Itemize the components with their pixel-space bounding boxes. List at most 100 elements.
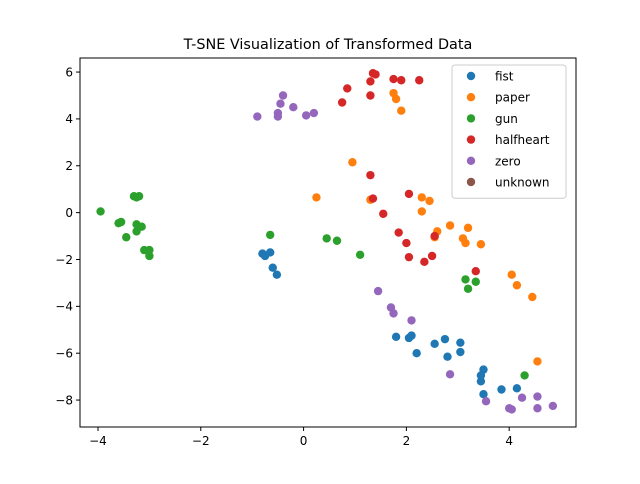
- point-paper-17: [512, 281, 522, 290]
- point-paper-11: [445, 221, 455, 230]
- y-tick-label: −4: [55, 300, 73, 314]
- legend-label-zero: zero: [495, 154, 521, 168]
- x-tick-label: 0: [300, 434, 308, 448]
- point-paper-19: [533, 357, 542, 366]
- point-zero-4: [278, 91, 288, 100]
- point-halfheart-7: [397, 76, 406, 85]
- legend-label-gun: gun: [495, 112, 518, 126]
- point-zero-6: [301, 111, 311, 120]
- point-gun-12: [145, 245, 154, 255]
- chart-title: T-SNE Visualization of Transformed Data: [183, 37, 473, 53]
- point-zero-2: [273, 108, 283, 118]
- point-halfheart-0: [337, 98, 347, 107]
- point-zero-15: [507, 405, 516, 414]
- point-zero-12: [445, 370, 455, 379]
- point-gun-19: [471, 277, 480, 286]
- point-fist-9: [430, 339, 439, 349]
- point-paper-5: [397, 106, 406, 115]
- point-halfheart-18: [430, 231, 439, 241]
- legend-label-paper: paper: [495, 91, 530, 105]
- point-zero-18: [533, 404, 542, 413]
- x-tick-label: −2: [192, 434, 210, 448]
- point-halfheart-5: [371, 70, 380, 79]
- legend: fist paper gun halfheart zero unknown: [451, 64, 567, 199]
- x-axis: −4 −2 0 2 4: [89, 427, 513, 448]
- point-gun-18: [463, 284, 473, 293]
- legend-marker-zero: [466, 156, 476, 165]
- point-paper-7: [417, 193, 426, 202]
- point-fist-11: [443, 352, 452, 361]
- point-gun-15: [332, 236, 342, 245]
- points-layer: [96, 69, 558, 414]
- x-tick-label: 2: [403, 434, 411, 448]
- point-gun-20: [520, 371, 529, 380]
- point-zero-3: [276, 99, 285, 108]
- point-gun-14: [322, 234, 331, 243]
- point-zero-0: [253, 112, 262, 121]
- point-gun-2: [116, 217, 126, 227]
- point-halfheart-12: [394, 228, 403, 237]
- point-gun-6: [134, 192, 144, 201]
- point-zero-5: [289, 103, 298, 112]
- point-gun-9: [137, 222, 146, 231]
- point-fist-13: [456, 347, 465, 357]
- point-zero-13: [481, 397, 491, 406]
- y-tick-label: 4: [65, 112, 73, 126]
- point-fist-2: [265, 248, 275, 257]
- point-paper-14: [463, 223, 473, 233]
- plot-frame: [79, 57, 577, 428]
- point-halfheart-8: [415, 76, 424, 85]
- point-fist-14: [476, 377, 486, 386]
- point-fist-4: [272, 270, 282, 279]
- point-zero-16: [517, 393, 527, 402]
- point-fist-10: [440, 334, 450, 344]
- y-tick-label: 0: [65, 206, 73, 220]
- point-gun-17: [461, 275, 470, 284]
- x-tick-label: −4: [89, 434, 107, 448]
- y-tick-label: −8: [55, 393, 73, 407]
- point-halfheart-1: [343, 84, 352, 93]
- point-halfheart-3: [366, 91, 375, 100]
- y-tick-label: 2: [65, 159, 73, 173]
- point-paper-1: [348, 158, 357, 167]
- point-fist-7: [407, 331, 416, 340]
- point-zero-17: [533, 392, 542, 401]
- point-halfheart-9: [366, 170, 375, 180]
- point-gun-16: [355, 250, 365, 259]
- point-halfheart-14: [404, 189, 414, 199]
- point-zero-7: [309, 108, 319, 118]
- point-fist-12: [456, 338, 465, 347]
- legend-marker-paper: [466, 93, 476, 102]
- legend-marker-gun: [466, 114, 476, 123]
- point-fist-18: [497, 385, 506, 394]
- point-paper-6: [417, 207, 426, 216]
- y-axis: −8 −6 −4 −2 0 2 4 6: [55, 65, 80, 407]
- point-fist-5: [391, 332, 401, 341]
- point-halfheart-16: [420, 257, 429, 267]
- point-gun-0: [96, 207, 105, 216]
- point-fist-19: [512, 384, 522, 393]
- point-fist-17: [479, 390, 488, 399]
- y-tick-label: −2: [55, 253, 73, 267]
- legend-label-unknown: unknown: [495, 176, 550, 190]
- point-gun-3: [122, 233, 131, 242]
- point-fist-8: [412, 349, 421, 358]
- point-halfheart-10: [368, 194, 378, 203]
- point-fist-3: [268, 263, 277, 272]
- point-fist-16: [479, 365, 488, 374]
- point-zero-10: [389, 309, 398, 318]
- legend-label-halfheart: halfheart: [495, 133, 550, 147]
- point-halfheart-19: [471, 267, 480, 276]
- legend-marker-halfheart: [466, 135, 476, 144]
- point-halfheart-6: [389, 74, 398, 84]
- point-paper-15: [476, 240, 486, 249]
- point-paper-13: [461, 238, 470, 248]
- point-paper-4: [391, 94, 401, 104]
- legend-marker-unknown: [466, 177, 476, 187]
- point-gun-11: [145, 251, 154, 261]
- point-paper-18: [528, 292, 537, 302]
- legend-box: [451, 64, 567, 199]
- point-halfheart-15: [404, 252, 414, 262]
